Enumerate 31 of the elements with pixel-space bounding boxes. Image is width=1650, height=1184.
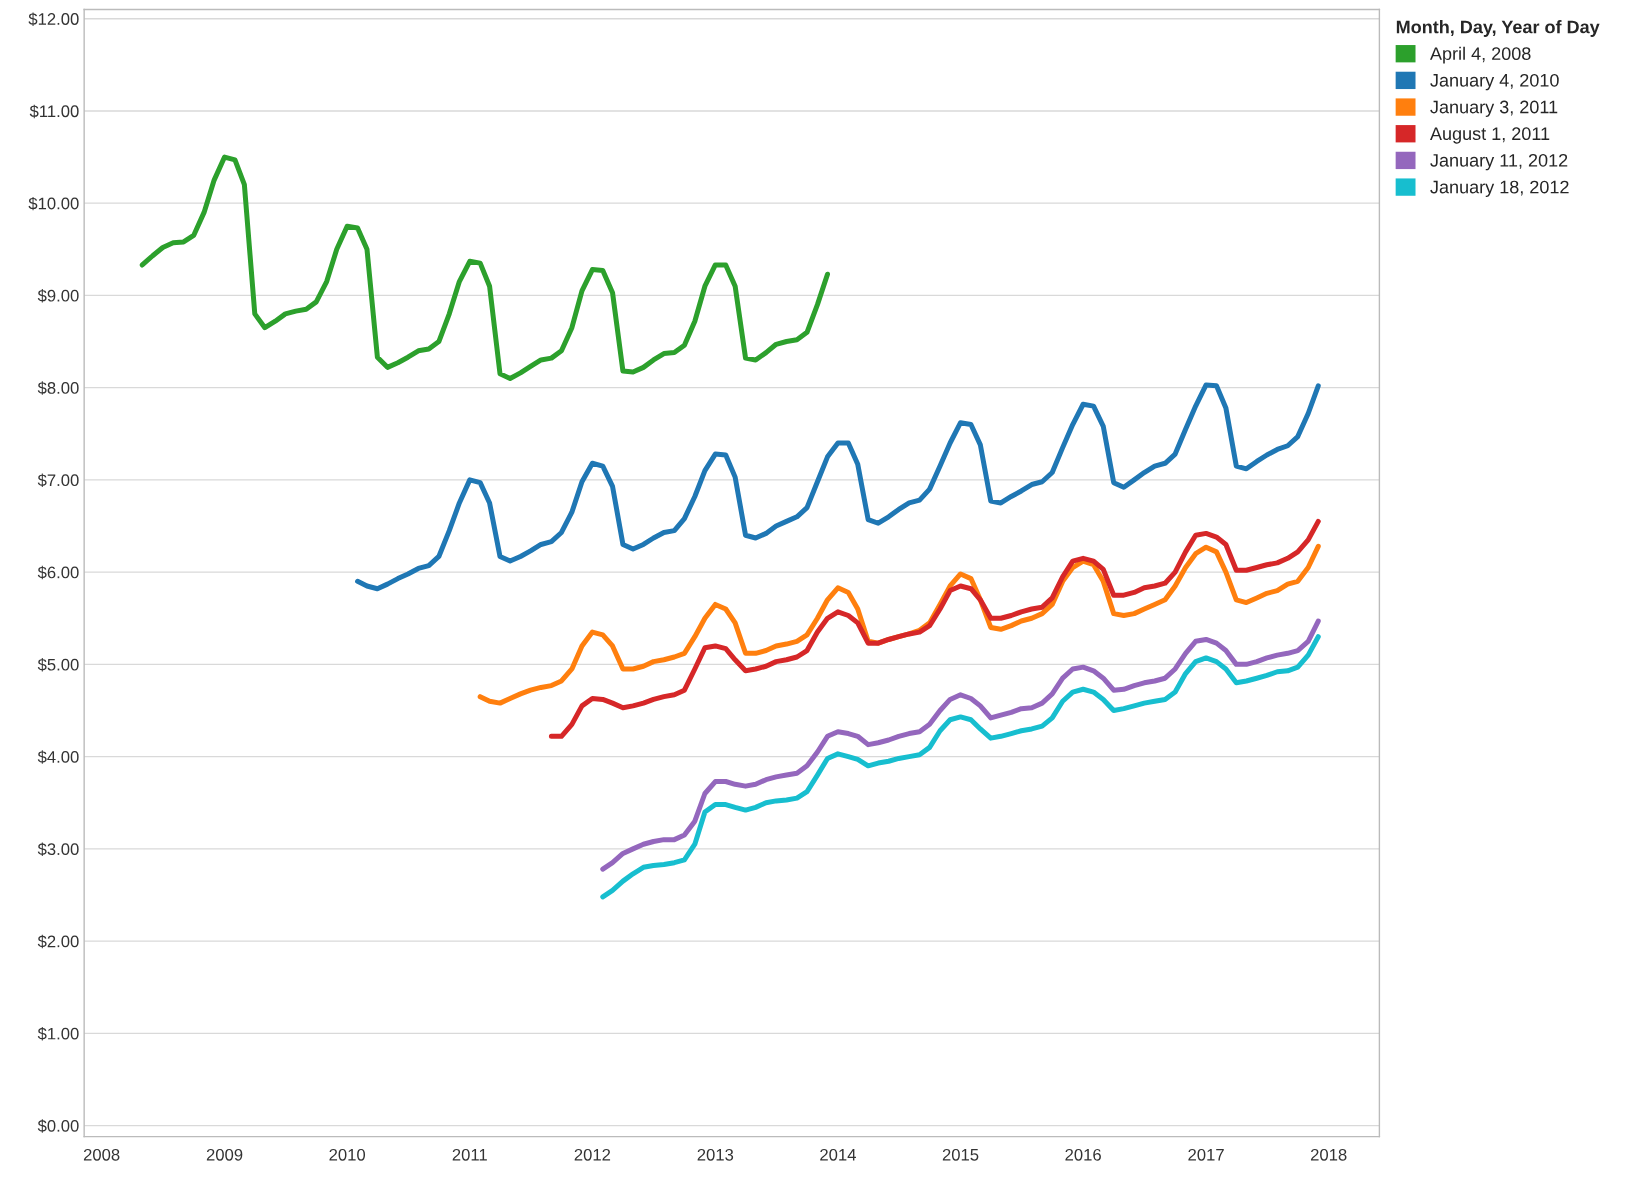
y-tick-label: $6.00: [37, 565, 79, 580]
x-tick-label: 2013: [697, 1148, 734, 1161]
x-tick-label: 2008: [83, 1148, 120, 1161]
y-tick-label: $8.00: [37, 381, 79, 395]
y-tick-label: $0.00: [37, 1119, 79, 1133]
y-tick-label: $9.00: [37, 289, 79, 303]
legend-label: August 1, 2011: [1429, 127, 1550, 144]
y-tick-label: $12.00: [28, 12, 79, 26]
y-tick-label: $1.00: [37, 1027, 79, 1041]
legend-label: January 4, 2010: [1430, 73, 1559, 91]
x-tick-label: 2018: [1310, 1148, 1347, 1161]
legend-label: January 18, 2012: [1430, 180, 1569, 197]
y-tick-label: $2.00: [37, 934, 79, 949]
x-tick-label: 2009: [206, 1148, 243, 1161]
x-tick-label: 2011: [452, 1148, 487, 1161]
x-tick-label: 2015: [942, 1148, 979, 1161]
y-tick-label: $11.00: [29, 104, 79, 119]
x-tick-label: 2017: [1188, 1148, 1224, 1161]
y-tick-label: $3.00: [37, 842, 79, 857]
legend-label: January 11, 2012: [1430, 153, 1568, 171]
x-tick-label: 2014: [820, 1148, 856, 1161]
x-tick-label: 2016: [1065, 1148, 1101, 1161]
legend-label: April 4, 2008: [1429, 46, 1531, 64]
legend-label: January 3, 2011: [1430, 100, 1558, 117]
x-tick-label: 2010: [329, 1148, 366, 1161]
y-tick-label: $10.00: [28, 196, 79, 211]
y-tick-label: $4.00: [37, 750, 79, 764]
x-tick-label: 2012: [574, 1148, 611, 1161]
y-tick-label: $7.00: [37, 473, 79, 488]
y-tick-label: $5.00: [37, 658, 79, 672]
legend-title: Month, Day, Year of Day: [1396, 20, 1600, 37]
